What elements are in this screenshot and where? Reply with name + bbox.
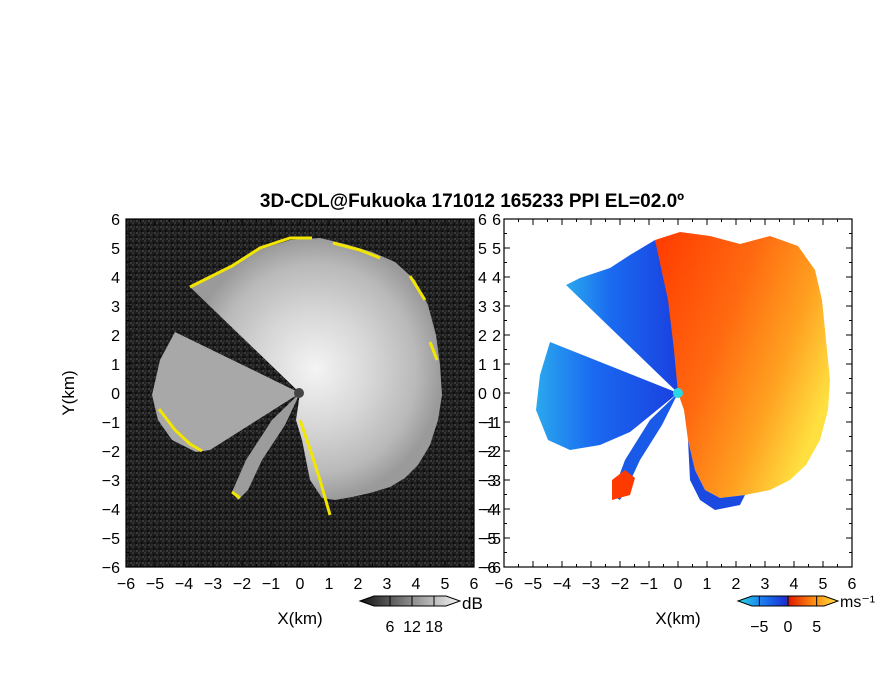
velocity-panel: −6 −5 −4 −3 −2 −1 0 1 2 3 4 5 6 6543210−1−2−3−4−5−6 … [483, 212, 857, 628]
radar-site-marker [294, 388, 304, 398]
y-tick-label: −1 [483, 415, 501, 432]
highlight-edges [157, 236, 439, 516]
velocity-southeast-fringe [688, 440, 745, 510]
velocity-east-region [655, 232, 830, 498]
y-tick-label: −5 [483, 531, 501, 548]
x-tick-label: −3 [582, 576, 600, 593]
x-tick-label: −5 [146, 576, 164, 593]
y-tick-label: −2 [102, 444, 120, 461]
y-tick-label: 5 [492, 241, 501, 258]
x-tick-label: 6 [848, 576, 857, 593]
colorbar-tick-label: −5 [750, 619, 768, 636]
x-tick-label: −1 [262, 576, 280, 593]
y-tick-labels-right: 6 5 4 3 2 1 0 −1 −2 −3 −4 −5 −6 [483, 212, 501, 577]
colorbar-unit-velocity: ms⁻¹ [840, 594, 875, 611]
x-tick-label: 4 [412, 576, 421, 593]
y-tick-label: −5 [102, 531, 120, 548]
y-tick-label-right: 5 [478, 241, 487, 258]
colorbar-unit-reflectivity: dB [462, 594, 483, 613]
y-tick-label: −1 [102, 415, 120, 432]
y-tick-label-right: −5 [478, 531, 496, 548]
y-tick-label: 1 [111, 357, 120, 374]
x-tick-label: −2 [233, 576, 251, 593]
y-axis-label: Y(km) [59, 370, 78, 415]
y-tick-label: 4 [492, 270, 501, 287]
y-tick-label: −6 [483, 560, 501, 577]
y-tick-label-right: 3 [478, 299, 487, 316]
y-tick-label: 2 [111, 328, 120, 345]
y-tick-label-right: −1 [478, 415, 496, 432]
x-tick-label: −6 [117, 576, 135, 593]
x-tick-label: −1 [640, 576, 658, 593]
y-tick-label-right: 4 [478, 270, 487, 287]
y-tick-label: −6 [102, 560, 120, 577]
y-tick-label: 1 [492, 357, 501, 374]
x-tick-label: 3 [383, 576, 392, 593]
axis-ticks-left [125, 218, 475, 568]
x-tick-label: −6 [495, 576, 513, 593]
velocity-southwest-region [536, 342, 678, 450]
echo-region-west [152, 332, 300, 452]
x-tick-label: 6 [470, 576, 479, 593]
x-tick-label: −2 [611, 576, 629, 593]
x-tick-label: −3 [204, 576, 222, 593]
x-tick-labels-left: −6 −5 −4 −3 −2 −1 0 1 2 3 4 5 6 [117, 576, 479, 593]
x-tick-label: 5 [819, 576, 828, 593]
velocity-west-region [566, 240, 678, 393]
x-tick-label: −5 [524, 576, 542, 593]
y-tick-label-right: −2 [478, 444, 496, 461]
echo-region-south [232, 393, 300, 500]
colorbar-tick-label: 18 [425, 619, 443, 636]
y-tick-label: −4 [483, 502, 501, 519]
x-tick-label: 3 [761, 576, 770, 593]
reflectivity-panel: −6 −5 −4 −3 −2 −1 0 1 2 3 4 5 6 6 6 5 5 4 4 3 3 2 2 1 1 0 0 −1 −1 −2… [59, 212, 496, 628]
y-tick-label: −4 [102, 502, 120, 519]
y-tick-label: 2 [492, 328, 501, 345]
x-tick-label: 1 [703, 576, 712, 593]
y-tick-label-right: −6 [478, 560, 496, 577]
y-tick-label-right: −4 [478, 502, 496, 519]
y-tick-label: 6 [492, 212, 501, 229]
colorbar-tick-label: 5 [812, 619, 821, 636]
y-tick-label: 0 [492, 386, 501, 403]
x-tick-label: 2 [732, 576, 741, 593]
colorbar-tick-label: 12 [403, 619, 421, 636]
x-axis-label-left: X(km) [277, 609, 322, 628]
y-tick-label-right: 6 [478, 212, 487, 229]
y-tick-label: 4 [111, 270, 120, 287]
x-tick-label: 4 [790, 576, 799, 593]
x-tick-label: 1 [325, 576, 334, 593]
x-tick-labels-right: −6 −5 −4 −3 −2 −1 0 1 2 3 4 5 6 [495, 576, 857, 593]
x-tick-label: 2 [354, 576, 363, 593]
y-tick-label: −3 [102, 473, 120, 490]
x-tick-label: −4 [175, 576, 193, 593]
y-tick-label-right: 0 [478, 386, 487, 403]
radar-site-marker-velocity [673, 388, 683, 398]
y-tick-labels-left: 6 6 5 5 4 4 3 3 2 2 1 1 0 0 −1 −1 −2 −2 −3 −3 −4 −4 −5 −5 −6 −6 [102, 212, 497, 577]
axis-ticks-right [503, 218, 853, 568]
x-axis-label-right: X(km) [655, 609, 700, 628]
x-tick-label: 0 [674, 576, 683, 593]
colorbar-velocity: −5 0 5 ms⁻¹ [736, 594, 875, 636]
y-tick-label-right: 2 [478, 328, 487, 345]
x-tick-label: 0 [296, 576, 305, 593]
y-tick-label-right: 1 [478, 357, 487, 374]
echo-region [189, 238, 442, 500]
colorbar-tick-label: 6 [386, 619, 395, 636]
y-tick-label: 0 [111, 386, 120, 403]
x-tick-label: 5 [441, 576, 450, 593]
colorbar-reflectivity: 6 12 18 dB [358, 594, 483, 636]
y-tick-label: 3 [111, 299, 120, 316]
chart-title: 3D-CDL@Fukuoka 171012 165233 PPI EL=02.0… [260, 191, 684, 212]
x-tick-label: −4 [553, 576, 571, 593]
y-tick-label-right: −3 [478, 473, 496, 490]
y-tick-label: −3 [483, 473, 501, 490]
colorbar-tick-label: 0 [784, 619, 793, 636]
y-tick-label: −2 [483, 444, 501, 461]
y-tick-label: 5 [111, 241, 120, 258]
velocity-southwest-patch [612, 470, 635, 500]
y-tick-label: 3 [492, 299, 501, 316]
y-tick-label: 6 [111, 212, 120, 229]
